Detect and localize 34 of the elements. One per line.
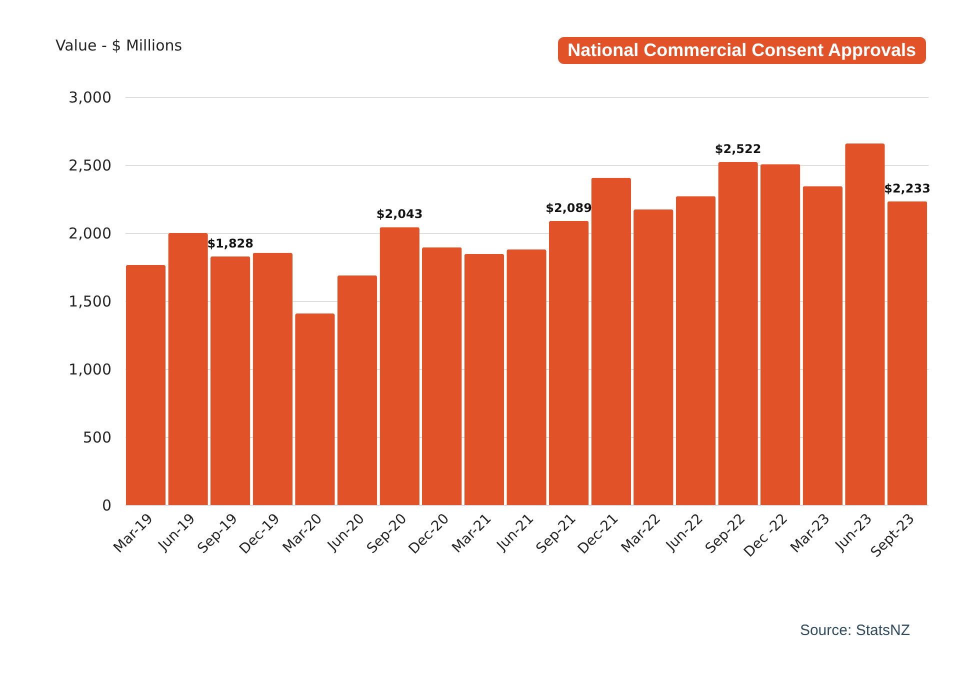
y-tick-label: 1,000 <box>68 360 112 378</box>
y-axis-title: Value - $ Millions <box>56 36 182 54</box>
bar <box>168 233 208 505</box>
data-label: $1,828 <box>207 236 254 250</box>
bar <box>210 256 250 505</box>
bar <box>295 314 335 505</box>
bar <box>380 227 420 505</box>
bar <box>676 196 716 505</box>
bar <box>845 144 885 505</box>
data-label: $2,522 <box>714 142 762 156</box>
bar <box>422 247 462 505</box>
data-label: $2,233 <box>884 181 930 196</box>
bar <box>887 201 928 505</box>
bar <box>802 186 843 505</box>
y-tick-label: 2,500 <box>68 156 112 174</box>
bar <box>634 209 674 505</box>
bar <box>548 220 589 505</box>
data-label: $2,043 <box>376 207 423 222</box>
bar <box>591 178 631 505</box>
bar <box>506 249 546 505</box>
bar <box>718 162 758 505</box>
bar <box>126 264 166 505</box>
y-tick-label: 0 <box>102 496 112 514</box>
bar <box>464 254 504 505</box>
source-note: Source: StatsNZ <box>800 622 910 639</box>
y-tick-label: 1,500 <box>68 292 112 310</box>
y-tick-label: 2,000 <box>68 224 112 242</box>
y-tick-label: 3,000 <box>68 88 112 106</box>
bar <box>252 252 293 505</box>
bar <box>760 164 800 505</box>
y-tick-label: 500 <box>82 428 112 446</box>
bar <box>337 275 378 505</box>
chart-title: National Commercial Consent Approvals <box>558 37 926 64</box>
data-label: $2,089 <box>546 200 592 215</box>
